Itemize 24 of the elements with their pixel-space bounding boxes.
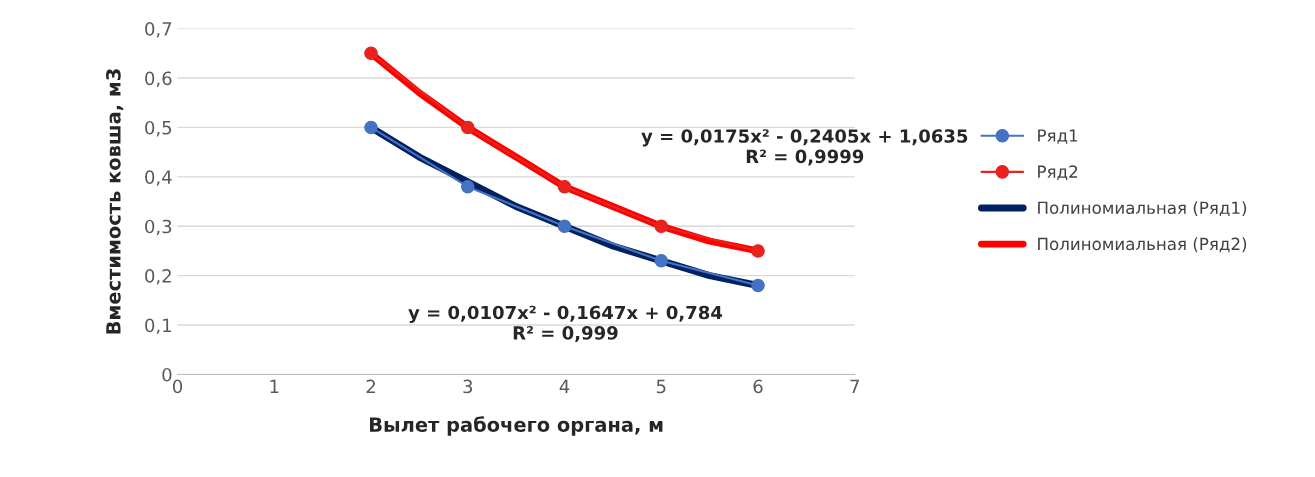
x-axis-title: Вылет рабочего органа, м (370, 416, 663, 436)
x-tick-label: 3 (463, 379, 473, 394)
x-tick-label: 2 (366, 379, 375, 394)
y-axis-title: Вместимость ковша, м3 (106, 69, 124, 334)
y-tick-label: 0,1 (145, 318, 171, 334)
y-tick-label: 0,2 (145, 269, 171, 285)
legend-label: Ряд2 (1038, 165, 1078, 180)
y-tick-label: 0,6 (145, 71, 172, 87)
legend-label: Ряд1 (1038, 129, 1078, 144)
x-tick-label: 5 (656, 379, 666, 394)
y-tick-label: 0,5 (145, 120, 172, 137)
y-tick-label: 0,3 (145, 219, 172, 236)
y-tick-label: 0,4 (145, 170, 172, 186)
y-tick-label: 0 (162, 367, 172, 382)
legend-label: Полиномиальная (Ряд2) (1038, 237, 1247, 253)
x-tick-label: 0 (172, 379, 183, 394)
x-tick-label: 4 (559, 379, 570, 394)
x-tick-label: 1 (270, 379, 279, 394)
annotation: y = 0,0107x² - 0,1647x + 0,784 R² = 0,999 (408, 305, 723, 343)
annotation: y = 0,0175x² - 0,2405x + 1,0635 R² = 0,9999 (641, 129, 968, 166)
y-tick-label: 0,7 (145, 22, 172, 38)
x-tick-label: 7 (850, 379, 859, 394)
legend-label: Полиномиальная (Ряд1) (1038, 201, 1247, 217)
x-tick-label: 6 (753, 379, 763, 394)
